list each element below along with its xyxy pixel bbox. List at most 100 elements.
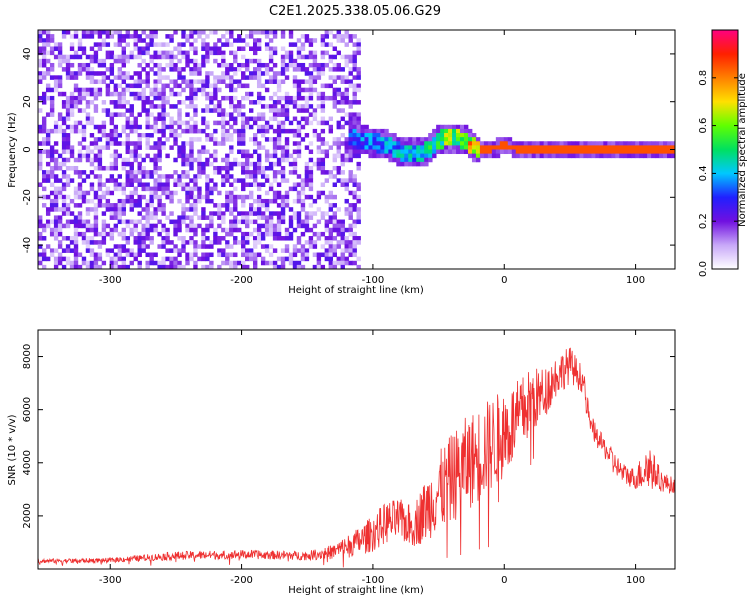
heatmap-cell [320, 71, 326, 76]
heatmap-cell [157, 54, 162, 60]
heatmap-cell [252, 178, 258, 183]
heatmap-cell [264, 219, 270, 225]
heatmap-cell [129, 252, 134, 258]
heatmap-cell [145, 236, 150, 241]
heatmap-cell [89, 236, 95, 241]
heatmap-cell [149, 124, 154, 130]
heatmap-cell [272, 79, 278, 84]
heatmap-cell [129, 54, 134, 60]
heatmap-cell [304, 67, 310, 72]
heatmap-cell [233, 194, 238, 200]
heatmap-cell [97, 174, 103, 179]
heatmap-cell [260, 112, 266, 117]
heatmap-cell [53, 231, 59, 237]
heatmap-cell [197, 30, 202, 35]
heatmap-cell [113, 87, 119, 93]
heatmap-cell [527, 153, 533, 159]
heatmap-cell [173, 91, 178, 97]
heatmap-cell [233, 38, 238, 43]
heatmap-cell [296, 198, 302, 204]
heatmap-cell [316, 137, 322, 142]
heatmap-cell [284, 112, 290, 117]
heatmap-cell [276, 215, 282, 220]
heatmap-cell [53, 207, 59, 212]
heatmap-cell [81, 50, 87, 56]
heatmap-cell [109, 54, 115, 60]
heatmap-cell [177, 133, 182, 138]
heatmap-cell [189, 137, 194, 142]
heatmap-cell [197, 194, 202, 200]
heatmap-cell [256, 38, 262, 43]
heatmap-cell [77, 215, 83, 220]
heatmap-cell [531, 145, 537, 150]
heatmap-cell [284, 75, 290, 80]
heatmap-cell [181, 248, 186, 253]
heatmap-cell [252, 236, 258, 241]
heatmap-cell [57, 165, 63, 171]
heatmap-cell [121, 124, 126, 130]
heatmap-cell [249, 71, 254, 76]
heatmap-cell [639, 149, 644, 155]
heatmap-cell [356, 194, 361, 200]
heatmap-cell [312, 244, 318, 249]
heatmap-cell [336, 260, 341, 266]
heatmap-cell [121, 211, 126, 216]
heatmap-cell [73, 252, 79, 258]
heatmap-cell [129, 219, 134, 225]
heatmap-cell [41, 141, 47, 146]
heatmap-cell [121, 75, 126, 80]
heatmap-cell [117, 174, 123, 179]
heatmap-cell [185, 79, 190, 84]
heatmap-cell [117, 215, 123, 220]
heatmap-cell [105, 145, 111, 150]
heatmap-cell [129, 182, 134, 187]
heatmap-cell [316, 207, 322, 212]
heatmap-cell [93, 174, 99, 179]
heatmap-cell [643, 141, 648, 146]
heatmap-cell [141, 87, 146, 93]
heatmap-cell [252, 211, 258, 216]
heatmap-cell [292, 165, 298, 171]
heatmap-cell [189, 207, 194, 212]
heatmap-cell [308, 227, 314, 233]
heatmap-cell [340, 157, 345, 163]
heatmap-cell [113, 30, 119, 35]
heatmap-cell [288, 170, 294, 175]
heatmap-cell [324, 256, 330, 262]
heatmap-cell [153, 104, 158, 109]
heatmap-cell [272, 145, 278, 150]
heatmap-cell [420, 149, 425, 155]
heatmap-cell [117, 133, 123, 138]
heatmap-cell [555, 149, 560, 155]
heatmap-cell [356, 236, 361, 241]
heatmap-cell [340, 231, 345, 237]
heatmap-cell [161, 236, 166, 241]
heatmap-cell [145, 62, 150, 68]
heatmap-cell [105, 67, 111, 72]
heatmap-cell [360, 145, 365, 150]
heatmap-cell [193, 87, 198, 93]
heatmap-cell [201, 256, 206, 262]
heatmap-cell [324, 219, 330, 225]
heatmap-cell [229, 244, 234, 249]
heatmap-cell [256, 100, 262, 105]
heatmap-cell [252, 71, 258, 76]
heatmap-cell [348, 120, 353, 126]
heatmap-cell [209, 244, 214, 249]
heatmap-cell [328, 244, 334, 249]
heatmap-cell [344, 198, 349, 204]
heatmap-cell [268, 227, 274, 233]
heatmap-cell [408, 161, 413, 167]
heatmap-cell [344, 157, 349, 163]
heatmap-cell [57, 219, 63, 225]
heatmap-cell [276, 79, 282, 84]
heatmap-cell [264, 227, 270, 233]
heatmap-cell [280, 174, 286, 179]
spectrogram-y-label: Frequency (Hz) [7, 112, 18, 188]
heatmap-cell [117, 186, 123, 192]
heatmap-cell [312, 58, 318, 64]
heatmap-cell [233, 120, 238, 126]
heatmap-cell [145, 223, 150, 229]
heatmap-cell [256, 165, 262, 171]
colorbar: 0.00.20.40.60.8 Normalized spectral ampl… [698, 29, 748, 277]
